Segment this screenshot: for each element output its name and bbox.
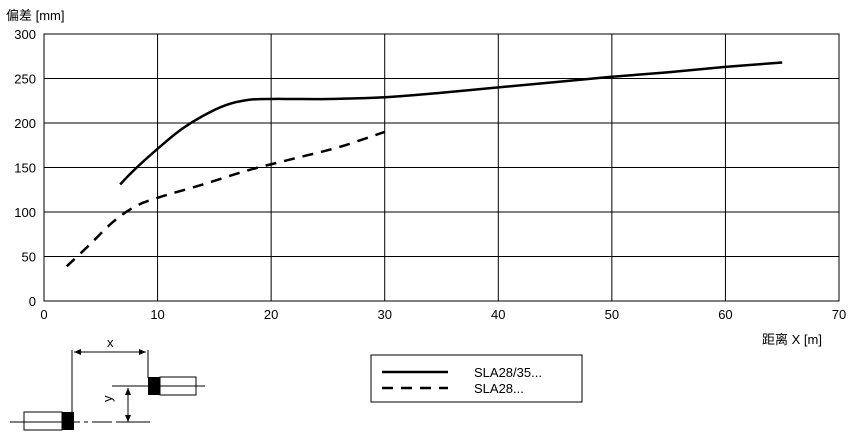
y-tick-labels: 0 50 100 150 200 250 300 xyxy=(14,27,36,309)
y-tick-label: 100 xyxy=(14,205,36,220)
y-tick-label: 250 xyxy=(14,72,36,87)
y-tick-label: 200 xyxy=(14,116,36,131)
x-tick-label: 30 xyxy=(377,307,391,322)
x-tick-label: 70 xyxy=(832,307,846,322)
x-arrow-right xyxy=(139,349,146,355)
y-arrow-top xyxy=(125,388,131,395)
y-dimension-label: y xyxy=(100,395,115,402)
y-arrow-bottom xyxy=(125,415,131,422)
series-line-dashed xyxy=(65,130,386,268)
lower-sensor-body xyxy=(23,411,63,431)
y-tick-label: 150 xyxy=(14,161,36,176)
y-tick-label: 50 xyxy=(22,250,36,265)
x-tick-label: 40 xyxy=(491,307,505,322)
grid-lines xyxy=(43,33,840,302)
offset-diagram: x y xyxy=(10,335,205,431)
y-tick-label: 300 xyxy=(14,27,36,42)
x-tick-label: 10 xyxy=(150,307,164,322)
x-arrow-left xyxy=(74,349,81,355)
x-dimension-label: x xyxy=(107,335,114,350)
x-tick-label: 60 xyxy=(718,307,732,322)
y-axis-title: 偏差 [mm] xyxy=(6,8,65,23)
lower-sensor-dark xyxy=(62,412,74,430)
legend-box xyxy=(370,354,583,403)
x-axis-title: 距离 X [m] xyxy=(762,332,822,347)
x-tick-label: 0 xyxy=(40,307,47,322)
x-tick-label: 50 xyxy=(605,307,619,322)
series-line-solid xyxy=(119,61,783,186)
y-tick-label: 0 xyxy=(29,294,36,309)
x-tick-labels: 0 10 20 30 40 50 60 70 xyxy=(40,307,846,322)
plot-frame xyxy=(43,33,840,302)
legend-label-dashed: SLA28... xyxy=(474,381,524,396)
x-tick-label: 20 xyxy=(264,307,278,322)
legend: SLA28/35... SLA28... xyxy=(370,354,583,403)
legend-label-solid: SLA28/35... xyxy=(474,365,542,380)
data-series xyxy=(65,61,783,268)
